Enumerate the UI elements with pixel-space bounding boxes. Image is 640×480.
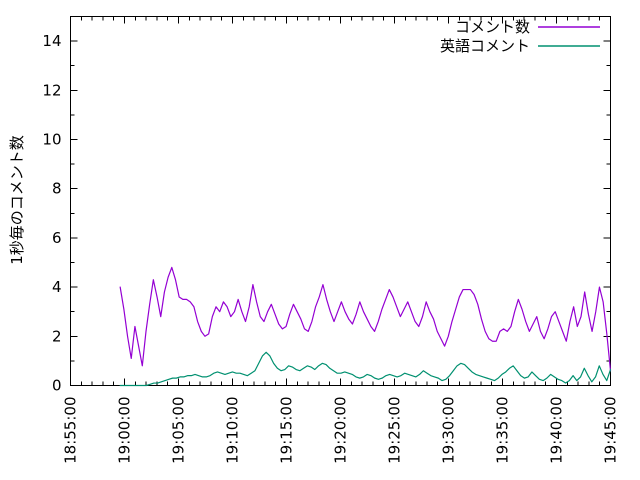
data-series-group xyxy=(119,266,612,387)
y-tick-label: 12 xyxy=(42,81,61,99)
x-tick-label: 19:20:00 xyxy=(332,397,350,464)
series-line-2 xyxy=(119,351,612,387)
y-tick-label: 10 xyxy=(42,131,61,149)
y-tick-label: 0 xyxy=(52,377,62,395)
x-tick-label: 19:10:00 xyxy=(224,397,242,464)
y-tick-label: 4 xyxy=(52,278,62,296)
series-line-1 xyxy=(119,266,612,372)
y-tick-label: 2 xyxy=(52,327,62,345)
x-tick-label: 19:30:00 xyxy=(440,397,458,464)
y-tick-label: 8 xyxy=(52,180,62,198)
x-tick-label: 19:05:00 xyxy=(170,397,188,464)
x-tick-label: 18:55:00 xyxy=(62,397,80,464)
legend-label-2: 英語コメント xyxy=(440,37,530,55)
x-tick-label: 19:00:00 xyxy=(116,397,134,464)
y-tick-label: 6 xyxy=(52,229,62,247)
x-tick-label: 19:45:00 xyxy=(602,397,620,464)
x-axis-ticks xyxy=(70,16,611,386)
x-tick-label: 19:35:00 xyxy=(494,397,512,464)
legend-label-1: コメント数 xyxy=(455,18,530,36)
y-axis-tick-labels: 0 2 4 6 8 10 12 14 xyxy=(42,32,61,394)
y-axis-ticks xyxy=(70,40,611,386)
y-tick-label: 14 xyxy=(42,32,61,50)
x-tick-label: 19:25:00 xyxy=(386,397,404,464)
x-tick-label: 19:40:00 xyxy=(548,397,566,464)
x-tick-label: 19:15:00 xyxy=(278,397,296,464)
x-axis-tick-labels: 18:55:00 19:00:00 19:05:00 19:10:00 19:15:00… xyxy=(62,397,620,464)
y-axis-title: 1秒毎のコメント数 xyxy=(8,135,26,265)
